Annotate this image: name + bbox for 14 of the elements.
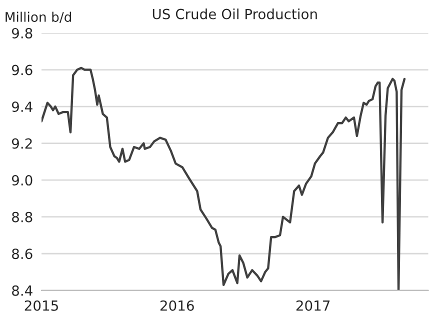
y-tick-label: 8.4 bbox=[12, 285, 32, 296]
y-tick-label: 8.6 bbox=[12, 248, 32, 260]
x-tick-label: 2016 bbox=[160, 300, 194, 311]
y-axis-title: Million b/d bbox=[6, 12, 72, 24]
y-tick-label: 9.0 bbox=[12, 175, 32, 186]
chart-title: US Crude Oil Production bbox=[152, 8, 317, 20]
y-tick-label: 9.2 bbox=[12, 138, 32, 149]
x-tick-label: 2017 bbox=[296, 300, 330, 311]
y-tick-label: 9.8 bbox=[12, 28, 32, 38]
line-series bbox=[42, 66, 406, 290]
y-tick-label: 9.4 bbox=[12, 102, 32, 112]
y-tick-label: 8.8 bbox=[12, 212, 32, 222]
y-tick-label: 9.6 bbox=[12, 64, 32, 76]
x-tick-label: 2015 bbox=[24, 300, 58, 311]
